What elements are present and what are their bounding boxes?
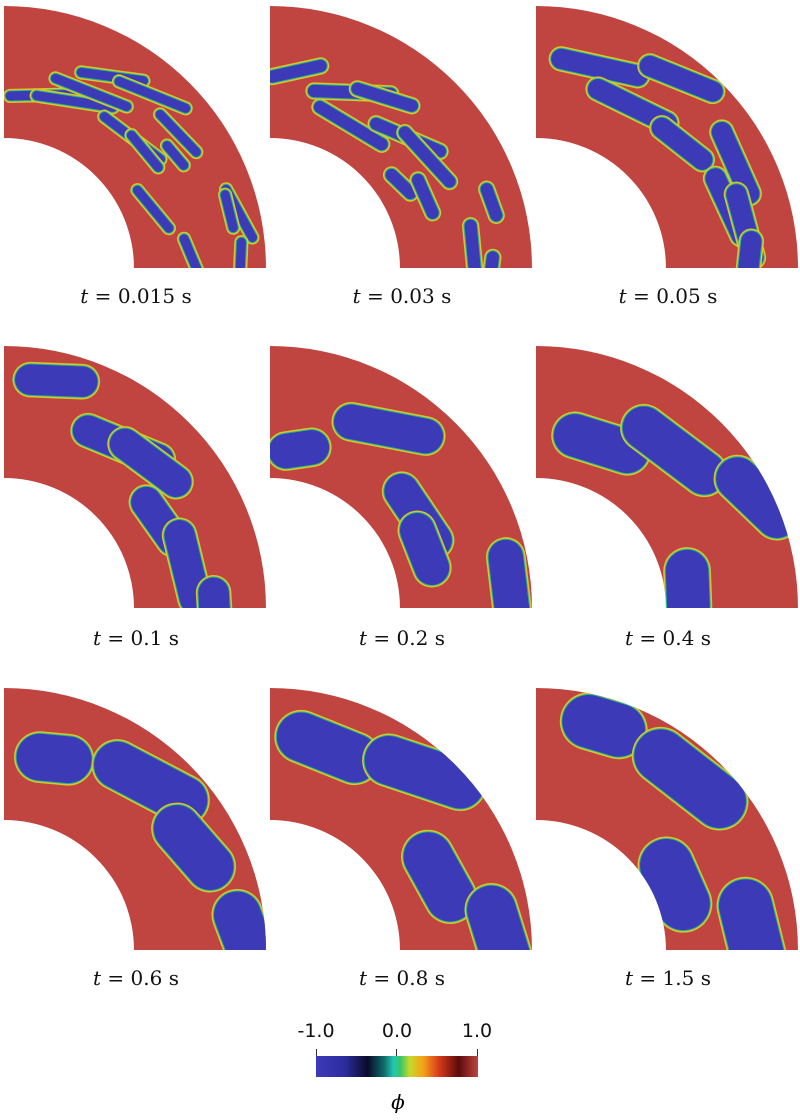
panel-4-caption: t = 0.1 s	[4, 626, 268, 650]
equals-sign: =	[101, 626, 131, 650]
panel-9-caption: t = 1.5 s	[536, 966, 800, 990]
time-unit: s	[168, 966, 179, 990]
time-unit: s	[168, 626, 179, 650]
time-symbol: t	[359, 966, 368, 990]
time-symbol: t	[618, 284, 627, 308]
colorbar-variable-label: ϕ	[391, 1090, 405, 1114]
time-value: 0.6	[130, 966, 163, 990]
equals-sign: =	[88, 284, 118, 308]
panel-9-phase-field	[536, 688, 798, 950]
colorbar-max-label: 1.0	[461, 1020, 493, 1042]
equals-sign: =	[633, 966, 663, 990]
colorbar-tick-mid	[396, 1049, 397, 1056]
panel-3-phase-field	[536, 6, 798, 268]
colorbar	[316, 1049, 478, 1077]
equals-sign: =	[360, 284, 391, 308]
panel-1-caption: t = 0.015 s	[4, 284, 268, 308]
panel-7-phase-field	[4, 688, 266, 950]
panel-5-caption: t = 0.2 s	[270, 626, 534, 650]
time-symbol: t	[625, 966, 634, 990]
time-unit: s	[707, 284, 718, 308]
panel-4-phase-field	[4, 346, 266, 608]
equals-sign: =	[101, 966, 131, 990]
time-value: 0.03	[390, 284, 435, 308]
colorbar-tick-max	[477, 1049, 478, 1056]
time-symbol: t	[625, 626, 634, 650]
time-symbol: t	[80, 284, 89, 308]
time-unit: s	[700, 966, 711, 990]
panel-2-caption: t = 0.03 s	[270, 284, 534, 308]
time-value: 0.2	[396, 626, 429, 650]
time-value: 0.015	[117, 284, 176, 308]
panel-8-caption: t = 0.8 s	[270, 966, 534, 990]
time-value: 1.5	[662, 966, 695, 990]
panel-8-phase-field	[270, 688, 532, 950]
panel-6-caption: t = 0.4 s	[536, 626, 800, 650]
equals-sign: =	[626, 284, 657, 308]
time-symbol: t	[93, 966, 102, 990]
panel-5-phase-field	[270, 346, 532, 608]
time-value: 0.1	[130, 626, 163, 650]
colorbar-gradient	[316, 1056, 478, 1077]
panel-2-phase-field	[270, 6, 532, 268]
time-value: 0.8	[396, 966, 429, 990]
time-symbol: t	[359, 626, 368, 650]
time-unit: s	[181, 284, 192, 308]
panel-6-phase-field	[536, 346, 798, 608]
time-symbol: t	[93, 626, 102, 650]
colorbar-tick-min	[316, 1049, 317, 1056]
colorbar-mid-label: 0.0	[381, 1020, 413, 1042]
time-value: 0.4	[662, 626, 695, 650]
equals-sign: =	[633, 626, 663, 650]
time-value: 0.05	[656, 284, 701, 308]
panel-7-caption: t = 0.6 s	[4, 966, 268, 990]
time-unit: s	[434, 626, 445, 650]
panel-3-caption: t = 0.05 s	[536, 284, 800, 308]
colorbar-min-label: -1.0	[297, 1020, 335, 1042]
time-unit: s	[441, 284, 452, 308]
time-unit: s	[434, 966, 445, 990]
equals-sign: =	[367, 966, 397, 990]
time-symbol: t	[352, 284, 361, 308]
panel-1-phase-field	[4, 6, 266, 268]
time-unit: s	[700, 626, 711, 650]
equals-sign: =	[367, 626, 397, 650]
